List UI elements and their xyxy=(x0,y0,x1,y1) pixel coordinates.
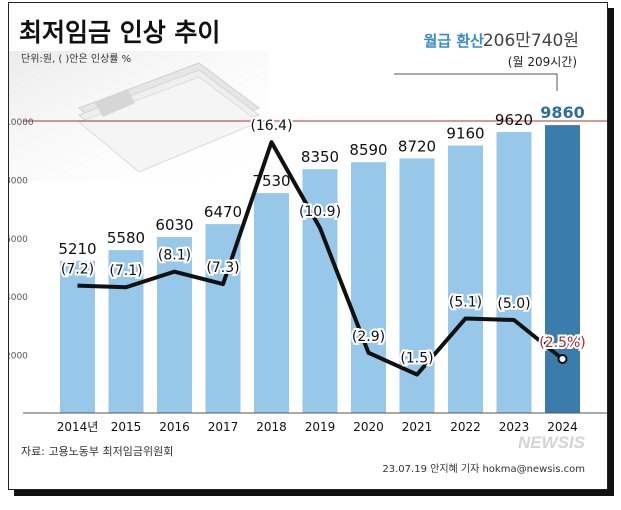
y-tick-label: 4000 xyxy=(9,293,28,303)
x-tick-label: 2015 xyxy=(111,420,142,434)
growth-rate-label: (10.9) xyxy=(299,204,341,220)
y-tick-label: 6000 xyxy=(9,235,28,245)
bars xyxy=(60,125,580,413)
bar-value-label: 9160 xyxy=(446,125,484,143)
x-tick-label: 2023 xyxy=(499,420,530,434)
x-tick-label: 2024 xyxy=(547,420,578,434)
bar xyxy=(157,236,192,413)
bar-value-label: 9620 xyxy=(495,111,533,129)
bar-value-label: 5580 xyxy=(107,229,145,247)
unit-note: 단위:원, ( )안은 인상률 % xyxy=(21,52,131,65)
monthly-note-label: 월급 환산 xyxy=(424,32,485,50)
frame-shadow-bottom xyxy=(14,486,614,496)
growth-rate-label: (8.1) xyxy=(158,248,191,264)
source-note: 자료: 고용노동부 최저임금위원회 xyxy=(21,445,173,458)
growth-rate-label: (2.9) xyxy=(352,329,385,345)
monthly-note-value: 206만740원 xyxy=(483,31,579,51)
chart-title: 최저임금 인상 추이 xyxy=(19,18,220,47)
bar xyxy=(448,145,483,413)
bar-value-label: 8720 xyxy=(398,137,436,155)
bar xyxy=(496,132,532,413)
bar xyxy=(108,250,144,413)
y-tick-label: 10000 xyxy=(9,118,34,128)
bar-value-label: 8350 xyxy=(301,148,339,166)
x-tick-label: 2016 xyxy=(159,420,190,434)
growth-rate-labels: (7.2) (7.1) (8.1) (7.3) (16.4) (10.9) (2.9) (1.… xyxy=(59,116,588,368)
minimum-wage-chart: 2000 4000 6000 8000 10000 5210 5580 6030 6470 75… xyxy=(9,18,607,475)
x-tick-label: 2017 xyxy=(208,420,239,434)
money-stack-illustration xyxy=(9,51,269,181)
y-axis: 2000 4000 6000 8000 10000 xyxy=(9,118,34,362)
growth-rate-label: (7.3) xyxy=(206,260,239,276)
callout-connector xyxy=(394,73,558,91)
bar-value-label: 8590 xyxy=(349,141,387,159)
bar-value-label: 5210 xyxy=(58,240,96,258)
growth-rate-label: (1.5) xyxy=(400,351,433,367)
bar xyxy=(545,125,580,413)
bar xyxy=(60,260,95,413)
latest-rate-marker xyxy=(557,354,568,364)
growth-rate-label: (7.1) xyxy=(109,263,142,279)
bar-value-label: 7530 xyxy=(252,172,290,190)
x-tick-label: 2021 xyxy=(402,420,433,434)
growth-rate-label: (16.4) xyxy=(250,118,292,134)
bar-value-label: 6030 xyxy=(155,216,193,234)
bar-value-label: 6470 xyxy=(204,203,242,221)
x-tick-label: 2020 xyxy=(353,420,384,434)
frame-shadow-right xyxy=(604,8,614,494)
x-tick-label: 2022 xyxy=(450,420,481,434)
bar xyxy=(254,193,289,413)
x-tick-label: 2014년 xyxy=(57,420,99,434)
x-tick-label: 2018 xyxy=(256,420,287,434)
y-tick-label: 2000 xyxy=(9,352,28,362)
bar-value-label: 9860 xyxy=(540,103,585,122)
watermark-logo: NEWSIS xyxy=(518,433,586,452)
growth-rate-label: (7.2) xyxy=(61,262,94,278)
x-axis-labels: 2014년 2015 2016 2017 2018 2019 2020 2021 2022 202… xyxy=(57,420,578,434)
growth-rate-label: (5.1) xyxy=(449,294,482,310)
credit-line: 23.07.19 안지혜 기자 hokma@newsis.com xyxy=(382,463,585,475)
x-tick-label: 2019 xyxy=(305,420,336,434)
y-tick-label: 8000 xyxy=(9,176,28,186)
growth-rate-line xyxy=(77,140,564,377)
growth-rate-label: (2.5%) xyxy=(539,335,586,351)
bar-value-labels: 5210 5580 6030 6470 7530 8350 8590 8720 9160 9620… xyxy=(58,103,584,258)
growth-rate-label: (5.0) xyxy=(497,296,530,312)
bar xyxy=(351,162,386,413)
chart-card: 2000 4000 6000 8000 10000 5210 5580 6030 6470 75… xyxy=(8,2,608,490)
monthly-note-hours: (월 209시간) xyxy=(508,55,577,69)
